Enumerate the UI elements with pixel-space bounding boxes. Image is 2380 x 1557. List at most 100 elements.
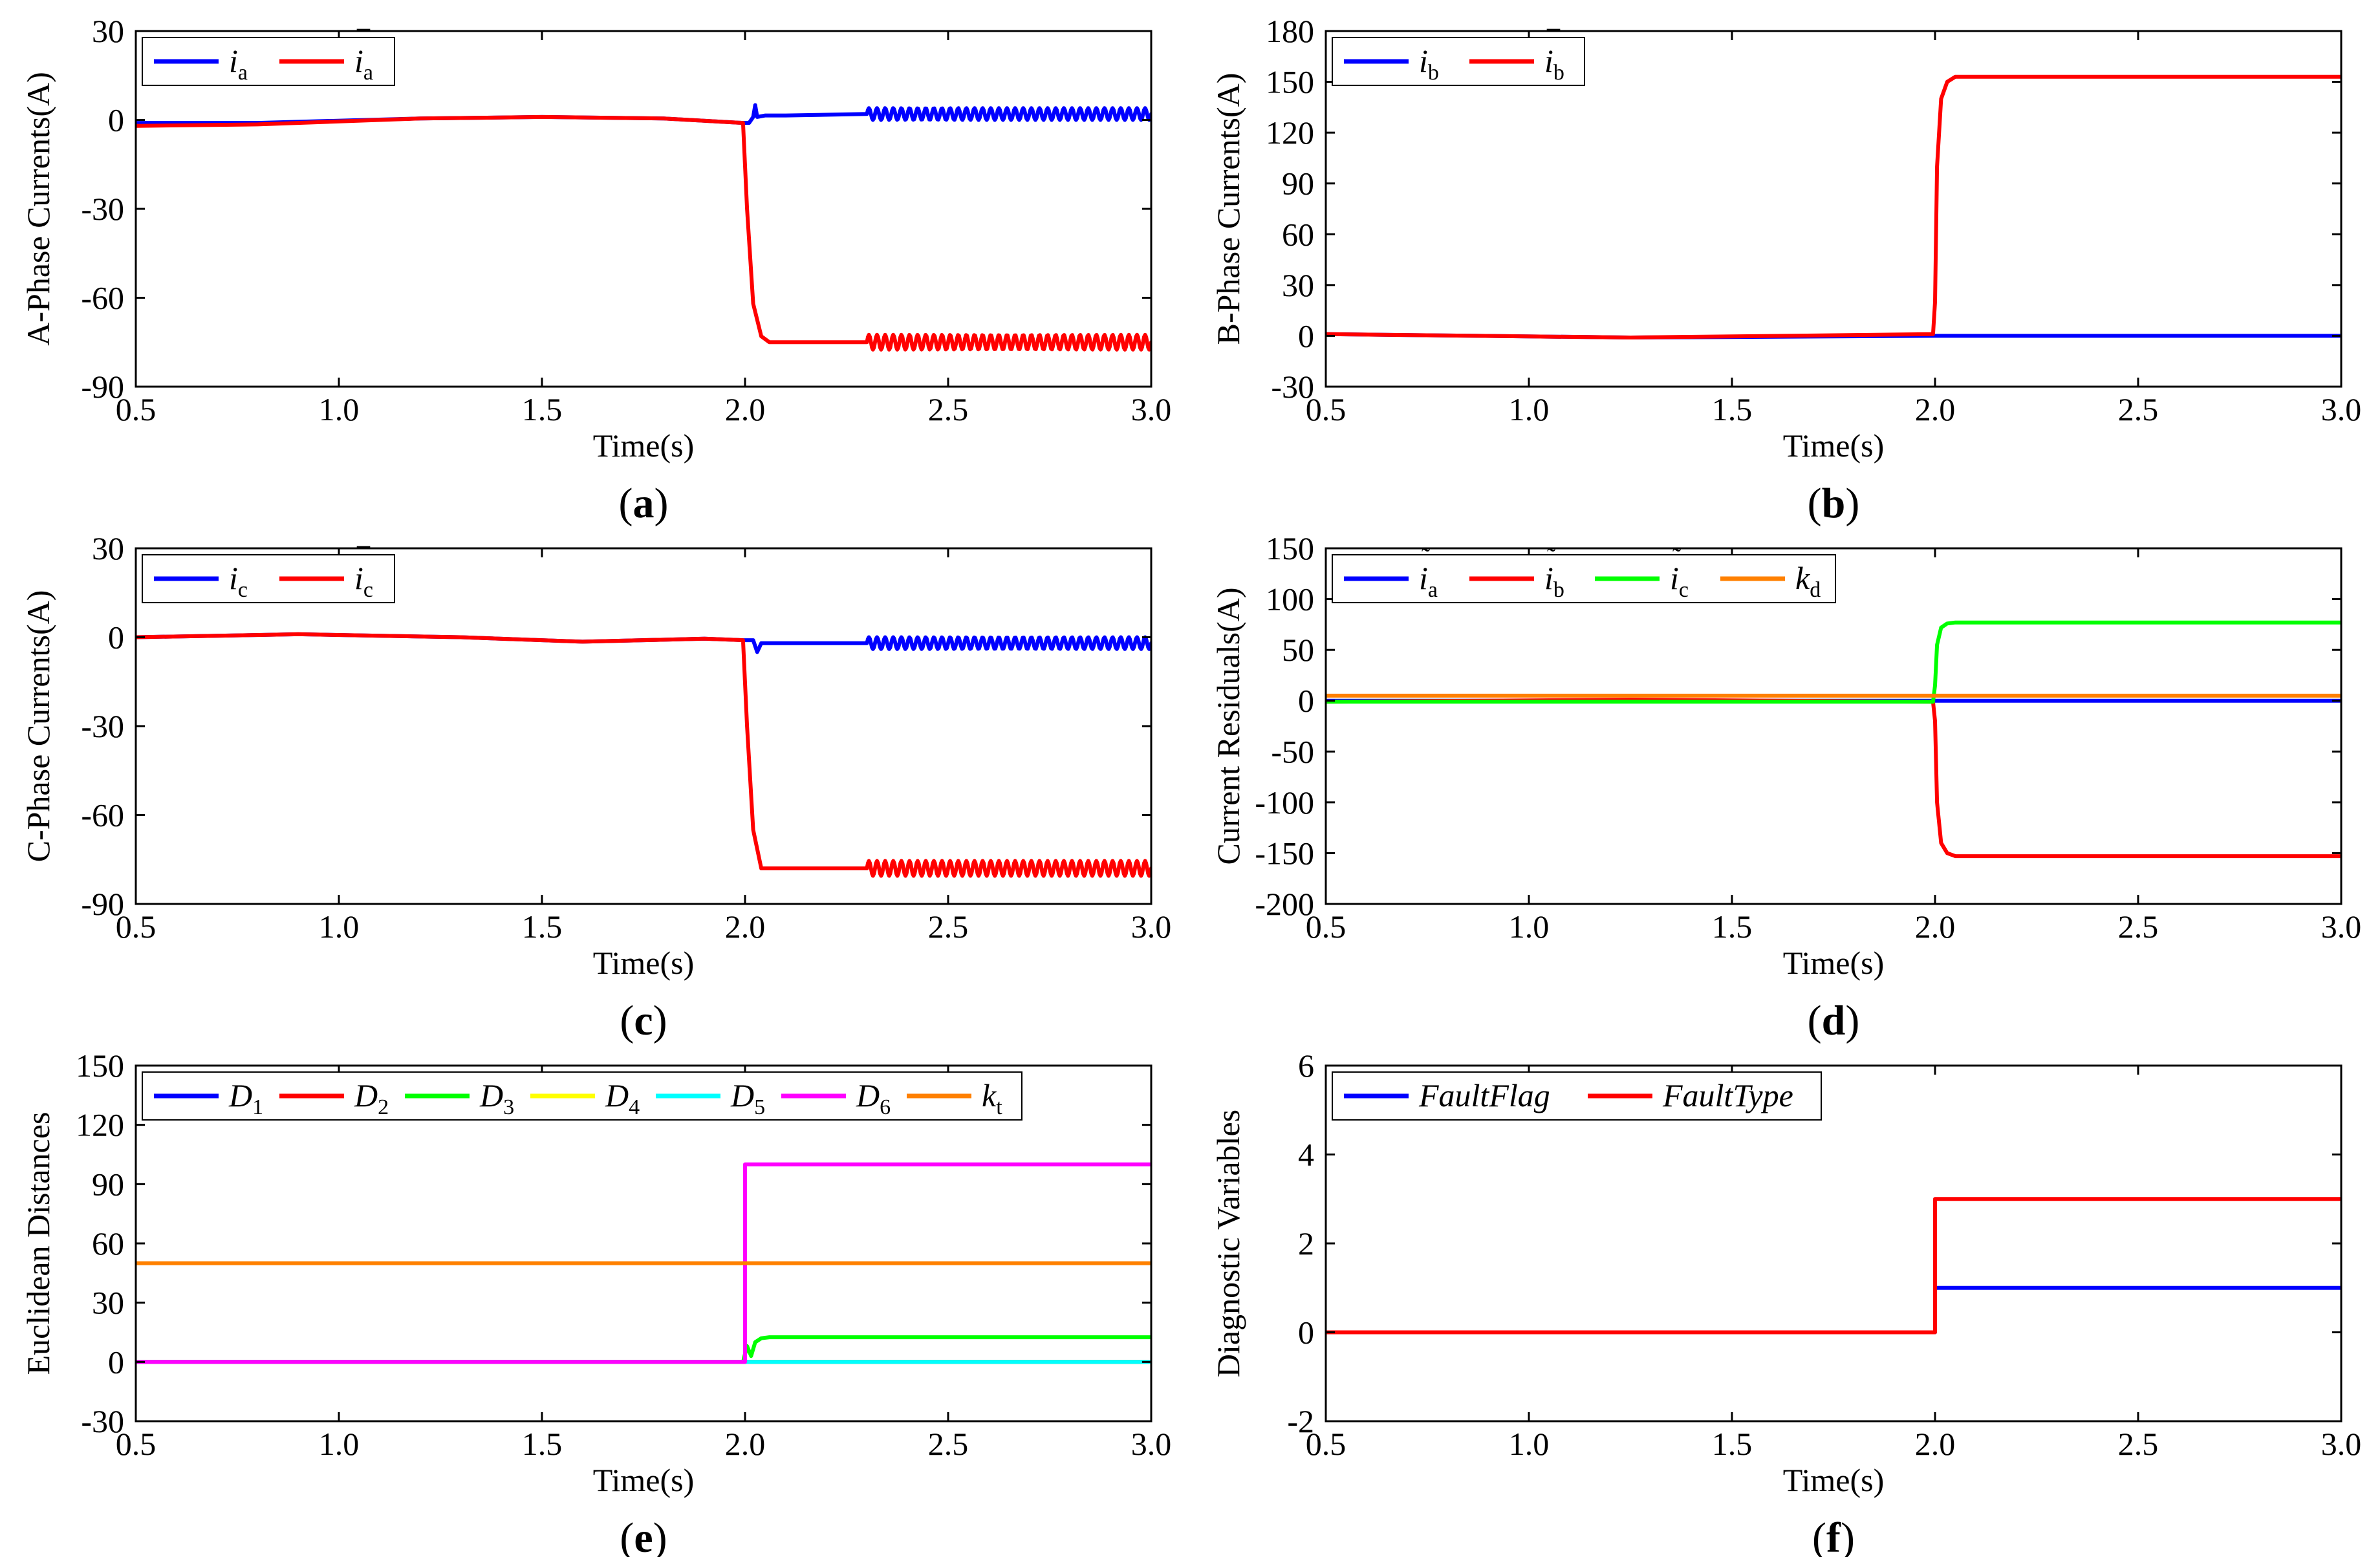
x-tick-label: 2.0: [1915, 908, 1956, 945]
chart-panel-c: 0.5 1.0 1.5 2.0 2.5 3.0 -90 -60 -30 0 30 Time(s) C-P…: [0, 517, 1190, 1044]
x-tick-label: 2.0: [725, 391, 766, 427]
x-tick-label: 2.5: [928, 391, 969, 427]
chart-svg-b: 0.5 1.0 1.5 2.0 2.5 3.0 -30 0 30 60 90 120 150 180 Tim…: [1210, 13, 2362, 527]
y-tick-label: -30: [81, 1403, 124, 1439]
legend: ia˜ib˜ic˜kd: [1332, 542, 1836, 603]
x-tick-label: 3.0: [2321, 908, 2362, 945]
x-tick-label: 2.0: [725, 908, 766, 945]
x-tick-label: 2.5: [2118, 1426, 2159, 1462]
y-tick-label: 50: [1282, 632, 1314, 668]
y-tick-label: 30: [92, 13, 124, 49]
chart-svg-a: 0.5 1.0 1.5 2.0 2.5 3.0 -90 -60 -30 0 30 Time(s) A-P…: [20, 13, 1172, 527]
y-tick-label: -2: [1287, 1403, 1314, 1439]
chart-svg-c: 0.5 1.0 1.5 2.0 2.5 3.0 -90 -60 -30 0 30 Time(s) C-P…: [20, 530, 1172, 1044]
x-tick-label: 3.0: [2321, 1426, 2362, 1462]
legend-box: [1332, 1071, 1822, 1121]
x-tick-label: 0.5: [116, 391, 157, 427]
panel-caption: (e): [620, 1514, 667, 1557]
series-line-i_c_tilde: [1326, 620, 2341, 704]
legend: ia ia¯: [142, 25, 395, 86]
legend-label-D3: D3: [479, 1077, 514, 1119]
y-axis-label: Current Residuals(A): [1210, 587, 1246, 864]
y-tick-label: 30: [92, 1285, 124, 1321]
y-tick-label: 180: [1266, 13, 1314, 49]
x-tick-label: 1.0: [1509, 391, 1550, 427]
x-tick-label: 2.0: [1915, 391, 1956, 427]
x-tick-label: 1.5: [1712, 391, 1753, 427]
axes-frame: [1325, 30, 2342, 388]
y-tick-label: 6: [1298, 1047, 1314, 1084]
series-line-FaultType: [1326, 1197, 2341, 1335]
series-group: [136, 1162, 1151, 1364]
x-tick-label: 1.5: [1712, 1426, 1753, 1462]
y-tick-label: 0: [1298, 1315, 1314, 1351]
x-tick-label: 2.0: [1915, 1426, 1956, 1462]
chart-panel-f: 0.5 1.0 1.5 2.0 2.5 3.0 -2 0 2 4 6 Time(s) Diagnosti…: [1190, 1035, 2380, 1557]
y-tick-label: -90: [81, 369, 124, 405]
legend-accent-i_a_bar: ¯: [356, 25, 371, 54]
y-tick-label: 60: [92, 1225, 124, 1262]
legend-label-i_a_bar: ia: [354, 43, 373, 85]
x-axis-label: Time(s): [593, 1462, 695, 1498]
y-tick-label: 0: [1298, 683, 1314, 719]
legend-accent-i_a_tilde: ˜: [1422, 542, 1431, 572]
x-tick-label: 3.0: [1131, 1426, 1172, 1462]
legend-label-i_a_tilde: ia: [1419, 560, 1438, 602]
y-tick-label: 150: [1266, 64, 1314, 100]
y-tick-label: -150: [1255, 835, 1314, 871]
panel-caption: (a): [619, 480, 669, 527]
series-group: [1326, 620, 2341, 859]
x-tick-label: 0.5: [116, 1426, 157, 1462]
x-tick-label: 0.5: [1306, 908, 1347, 945]
chart-panel-b: 0.5 1.0 1.5 2.0 2.5 3.0 -30 0 30 60 90 120 150 180 Tim…: [1190, 0, 2380, 527]
series-group: [136, 103, 1151, 352]
y-tick-label: -60: [81, 797, 124, 833]
legend-label-i_b: ib: [1419, 43, 1439, 85]
y-tick-label: 30: [1282, 267, 1314, 303]
x-axis-label: Time(s): [593, 945, 695, 981]
legend-accent-i_b_tilde: ˜: [1547, 542, 1556, 572]
panel-caption: (f): [1812, 1514, 1855, 1557]
legend-label-i_c_tilde: ic: [1670, 560, 1689, 602]
y-tick-label: -200: [1255, 886, 1314, 922]
legend-label-D2: D2: [354, 1077, 389, 1119]
legend-label-D5: D5: [730, 1077, 765, 1119]
y-tick-label: 4: [1298, 1137, 1314, 1173]
legend-label-k_t: kt: [982, 1077, 1002, 1119]
legend-label-k_d: kd: [1795, 560, 1821, 602]
series-line-D3: [136, 1335, 1151, 1364]
x-tick-label: 1.0: [1509, 908, 1550, 945]
x-tick-label: 1.0: [319, 391, 360, 427]
x-tick-label: 3.0: [1131, 908, 1172, 945]
axes-frame: [1325, 547, 2342, 905]
y-axis-label: C-Phase Currents(A): [20, 590, 56, 863]
series-line-i_b_tilde: [1326, 698, 2341, 859]
legend-accent-i_c_tilde: ˜: [1672, 542, 1682, 572]
x-tick-label: 0.5: [1306, 391, 1347, 427]
y-axis-label: B-Phase Currents(A): [1210, 73, 1246, 345]
y-axis-label: Diagnostic Variables: [1210, 1110, 1246, 1377]
legend-label-D4: D4: [605, 1077, 640, 1119]
y-tick-label: 60: [1282, 216, 1314, 252]
legend-label-FaultType: FaultType: [1662, 1077, 1793, 1113]
legend-label-i_c_bar: ic: [354, 560, 373, 602]
x-tick-label: 3.0: [1131, 391, 1172, 427]
x-tick-label: 1.5: [522, 908, 563, 945]
panel-caption: (b): [1808, 480, 1860, 527]
y-axis-label: A-Phase Currents(A): [20, 72, 56, 346]
y-tick-label: 100: [1266, 581, 1314, 617]
y-tick-label: 120: [76, 1107, 124, 1143]
x-axis-label: Time(s): [593, 427, 695, 464]
x-tick-label: 0.5: [116, 908, 157, 945]
chart-svg-e: 0.5 1.0 1.5 2.0 2.5 3.0 -30 0 30 60 90 120 150 Time(s…: [20, 1047, 1172, 1557]
x-tick-label: 1.0: [319, 908, 360, 945]
y-axis-label: Euclidean Distances: [20, 1112, 56, 1375]
x-axis-label: Time(s): [1783, 1462, 1885, 1498]
y-tick-label: -90: [81, 886, 124, 922]
series-group: [1326, 74, 2341, 339]
x-tick-label: 2.5: [928, 908, 969, 945]
legend-label-i_c: ic: [229, 560, 248, 602]
chart-svg-d: 0.5 1.0 1.5 2.0 2.5 3.0 -200 -150 -100 -50 0 50 100 1…: [1210, 530, 2362, 1044]
x-tick-label: 3.0: [2321, 391, 2362, 427]
legend: ic ic¯: [142, 542, 395, 603]
